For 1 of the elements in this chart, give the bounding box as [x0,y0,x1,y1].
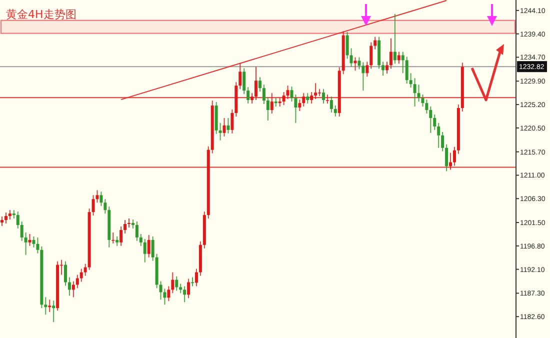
text: 黄金4H走势图 [6,8,76,21]
